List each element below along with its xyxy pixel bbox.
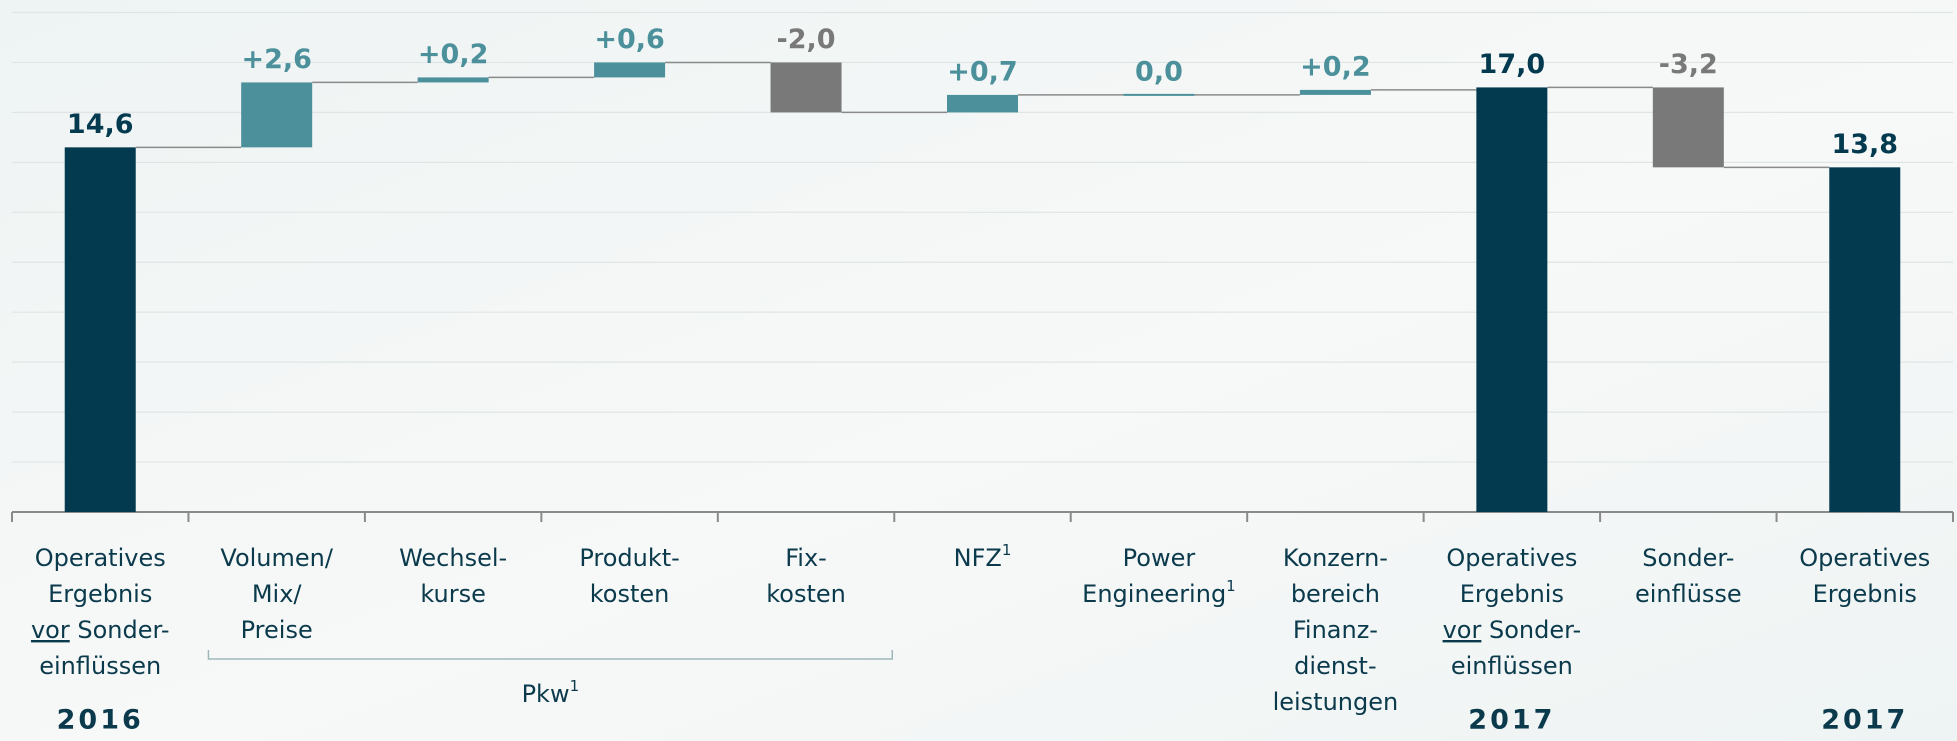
- label-line: Sonder-: [1481, 616, 1581, 644]
- footnote: 1: [1002, 541, 1012, 559]
- bar: [770, 62, 842, 113]
- x-tick-label: Produkt-kosten: [579, 544, 680, 608]
- value-label: 17,0: [1479, 49, 1546, 80]
- year-label: 2017: [1468, 705, 1555, 736]
- value-label: 0,0: [1135, 56, 1183, 87]
- x-tick-label: Operatives Ergebnis vor Sonder-einflüssen: [1443, 544, 1582, 680]
- label-line: NFZ: [954, 544, 1002, 572]
- label-line: Ergebnis: [1813, 580, 1917, 608]
- label-line: Operatives: [1446, 544, 1577, 572]
- footnote: 1: [1226, 577, 1236, 595]
- label-underlined: vor: [31, 616, 70, 644]
- x-tick-label: Konzern-bereich Finanz-dienst-leistungen: [1273, 544, 1399, 716]
- x-tick-label: Fix-kosten: [766, 544, 846, 608]
- value-label: +0,6: [594, 24, 664, 55]
- label-line: Sonder-: [1642, 544, 1734, 572]
- label-line: leistungen: [1273, 688, 1399, 716]
- x-tick-label: Operatives Ergebnis: [1799, 544, 1930, 608]
- x-tick-label: Volumen/Mix/Preise: [220, 544, 333, 644]
- label-line: einflüsse: [1635, 580, 1742, 608]
- value-label: +2,6: [241, 44, 311, 75]
- value-label: +0,7: [947, 56, 1017, 87]
- value-label: +0,2: [418, 39, 488, 70]
- label-line: Finanz-: [1293, 616, 1378, 644]
- value-label: 13,8: [1831, 129, 1898, 160]
- bar: [1476, 87, 1548, 512]
- value-label: -2,0: [777, 24, 836, 55]
- label-line: einflüssen: [1451, 652, 1573, 680]
- x-tick-label: NFZ1: [954, 541, 1012, 573]
- x-tick-label: Wechsel-kurse: [399, 544, 507, 608]
- bar: [1299, 89, 1371, 95]
- label-line: einflüssen: [39, 652, 161, 680]
- year-label: 2017: [1821, 705, 1908, 736]
- label-line: Ergebnis: [48, 580, 152, 608]
- label-line: Produkt-: [579, 544, 680, 572]
- label-line: Operatives: [1799, 544, 1930, 572]
- x-tick-label: Power Engineering1: [1082, 544, 1236, 608]
- label-line: Power: [1123, 544, 1196, 572]
- value-label: +0,2: [1300, 51, 1370, 82]
- group-label: Pkw1: [522, 677, 580, 709]
- bar: [1829, 167, 1901, 512]
- label-line: kurse: [420, 580, 486, 608]
- label-line: Sonder-: [70, 616, 170, 644]
- value-label: 14,6: [67, 109, 134, 140]
- label-line: Fix-: [785, 544, 827, 572]
- bar: [241, 82, 313, 148]
- label-line: Volumen/: [220, 544, 333, 572]
- label-line: Konzern-: [1283, 544, 1388, 572]
- label-line: dienst-: [1294, 652, 1376, 680]
- x-tick-label: Sonder-einflüsse: [1635, 544, 1742, 608]
- year-label: 2016: [57, 705, 144, 736]
- group-name: Pkw: [522, 680, 570, 708]
- label-line: Wechsel-: [399, 544, 507, 572]
- footnote: 1: [570, 677, 580, 695]
- label-line: bereich: [1291, 580, 1380, 608]
- bar: [1652, 87, 1724, 168]
- label-line: Engineering: [1082, 580, 1226, 608]
- label-line: Operatives: [35, 544, 166, 572]
- x-tick-label: Operatives Ergebnis vor Sonder-einflüssen: [31, 544, 170, 680]
- label-line: Preise: [241, 616, 313, 644]
- label-line: kosten: [590, 580, 670, 608]
- label-line: kosten: [766, 580, 846, 608]
- bar: [417, 77, 489, 83]
- group-bracket: [207, 650, 894, 660]
- bar: [947, 94, 1018, 113]
- bar: [64, 147, 136, 513]
- label-line: Mix/: [252, 580, 303, 608]
- value-label: -3,2: [1659, 49, 1718, 80]
- label-line: Ergebnis: [1460, 580, 1564, 608]
- bar: [594, 62, 666, 78]
- label-underlined: vor: [1443, 616, 1482, 644]
